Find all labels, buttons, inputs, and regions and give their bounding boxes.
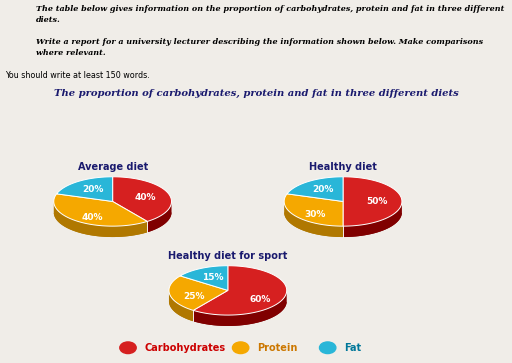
- Polygon shape: [169, 276, 228, 310]
- Text: 20%: 20%: [82, 185, 103, 194]
- Polygon shape: [57, 177, 113, 201]
- Polygon shape: [113, 177, 172, 221]
- Text: 20%: 20%: [312, 185, 334, 194]
- Polygon shape: [54, 212, 147, 237]
- Text: 25%: 25%: [183, 293, 205, 302]
- Text: Healthy diet for sport: Healthy diet for sport: [168, 251, 288, 261]
- Circle shape: [319, 342, 336, 354]
- Polygon shape: [113, 212, 172, 232]
- Text: The proportion of carbohydrates, protein and fat in three different diets: The proportion of carbohydrates, protein…: [54, 89, 458, 98]
- Polygon shape: [169, 291, 193, 321]
- Circle shape: [120, 342, 136, 354]
- Text: Fat: Fat: [345, 343, 361, 353]
- Text: You should write at least 150 words.: You should write at least 150 words.: [5, 71, 150, 80]
- Text: Protein: Protein: [258, 343, 298, 353]
- Text: 50%: 50%: [367, 197, 388, 206]
- Text: Carbohydrates: Carbohydrates: [145, 343, 226, 353]
- Polygon shape: [147, 201, 172, 232]
- Polygon shape: [343, 212, 402, 237]
- Text: 60%: 60%: [250, 295, 271, 304]
- Text: 40%: 40%: [82, 213, 103, 222]
- Polygon shape: [284, 194, 343, 226]
- Polygon shape: [54, 202, 147, 237]
- Polygon shape: [343, 202, 402, 237]
- Text: Write a report for a university lecturer describing the information shown below.: Write a report for a university lecturer…: [36, 38, 483, 57]
- Polygon shape: [193, 291, 287, 326]
- Polygon shape: [343, 177, 402, 226]
- Text: 30%: 30%: [305, 210, 326, 219]
- Text: 40%: 40%: [134, 192, 156, 201]
- Polygon shape: [180, 266, 228, 290]
- Polygon shape: [54, 194, 147, 226]
- Polygon shape: [193, 266, 287, 315]
- Text: The table below gives information on the proportion of carbohydrates, protein an: The table below gives information on the…: [36, 5, 504, 24]
- Circle shape: [232, 342, 249, 354]
- Polygon shape: [193, 301, 287, 326]
- Polygon shape: [284, 212, 343, 237]
- Text: Average diet: Average diet: [77, 162, 148, 172]
- Polygon shape: [169, 301, 228, 321]
- Polygon shape: [287, 177, 343, 201]
- Text: 15%: 15%: [202, 273, 223, 282]
- Polygon shape: [284, 201, 343, 237]
- Text: Healthy diet: Healthy diet: [309, 162, 377, 172]
